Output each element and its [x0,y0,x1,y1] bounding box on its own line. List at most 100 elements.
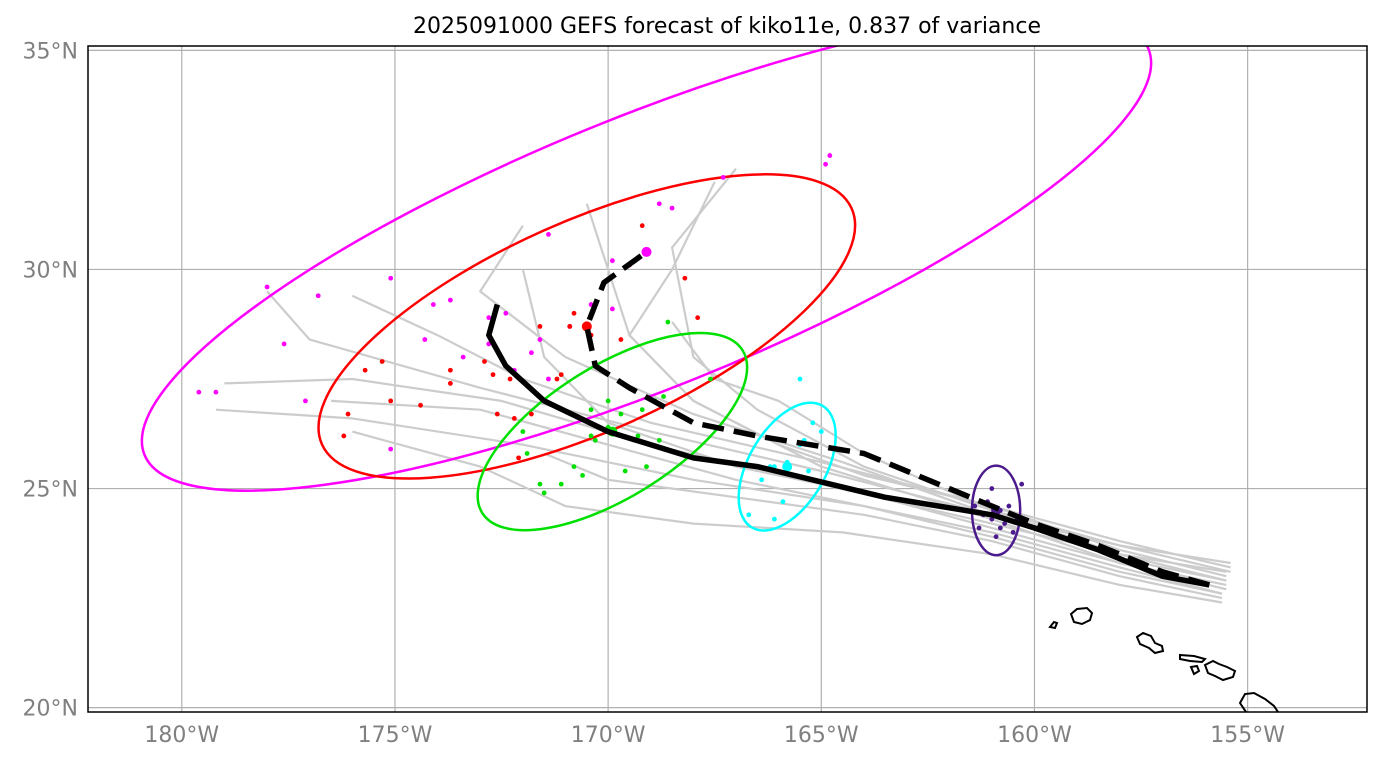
member-point [618,411,624,417]
member-point [661,394,666,399]
member-point [196,389,202,395]
member-track [670,168,1231,573]
mean-track-dashed [584,249,1211,588]
member-point [656,201,662,207]
member-point [537,337,543,342]
member-point [669,205,675,211]
gridlines [88,46,1367,712]
member-point [447,297,453,303]
member-point [993,534,999,540]
member-track [215,408,1223,595]
member-point [665,319,671,325]
member-point [546,376,551,382]
member-point [1019,481,1025,487]
member-point [609,306,615,312]
member-point [422,337,428,342]
member-point [823,161,828,167]
x-tick-label: 160°W [997,723,1072,748]
hawaii-coastline [1048,606,1280,712]
member-point [486,315,492,321]
member-point [827,153,833,158]
plot-area [88,46,1367,712]
member-point [482,359,487,364]
member-point [528,350,534,356]
member-point [976,525,982,531]
member-point [759,477,765,483]
member-point [388,398,394,404]
map-title: 2025091000 GEFS forecast of kiko11e, 0.8… [413,14,1041,39]
member-point [771,516,777,522]
member-point [635,433,641,439]
member-point [797,376,803,382]
member-point [264,284,270,290]
member-point [447,367,453,373]
member-point [520,429,526,434]
x-tick-label: 155°W [1210,723,1285,748]
member-point [592,437,598,443]
member-point [546,232,551,237]
member-point [213,389,219,395]
member-point [418,402,423,408]
mean-tracks [486,249,1211,588]
island-maui [1203,659,1237,682]
member-point [588,433,594,439]
member-point [345,411,351,417]
member-point [554,376,560,382]
y-tick-label: 35°N [23,39,78,64]
member-point [588,407,594,413]
member-point [1010,529,1016,535]
member-point [618,337,624,342]
x-tick-label: 175°W [358,723,433,748]
cluster-center [581,321,592,332]
member-point [362,367,368,373]
member-point [1002,521,1008,526]
member-point [494,411,500,417]
member-point [682,275,688,281]
member-point [997,525,1003,531]
member-point [746,512,752,518]
member-point [609,258,615,264]
member-point [1006,503,1012,509]
member-track [543,452,1223,600]
cluster-ellipse [317,173,857,480]
cluster-ellipse [737,401,837,532]
member-point [516,455,521,461]
member-point [503,310,509,316]
member-point [571,464,577,470]
x-tick-label: 170°W [571,723,646,748]
member-point [622,468,628,474]
cluster-center [782,461,793,472]
member-point [447,380,453,386]
member-point [430,302,436,307]
member-point [780,499,786,505]
member-point [303,398,308,404]
member-point [818,429,824,434]
member-point [656,437,662,443]
member-point [281,341,287,347]
member-point [644,464,649,470]
member-point [507,376,513,382]
member-track [521,269,1227,586]
member-point [524,451,530,456]
member-point [315,293,321,299]
member-point [537,481,543,487]
member-point [810,420,816,426]
cluster-center [641,246,652,257]
member-point [388,275,394,281]
plot-frame [87,45,1368,713]
island-hawaii [1238,691,1280,712]
y-tick-label: 25°N [23,478,78,503]
member-point [695,315,701,321]
member-point [558,481,564,487]
x-tick-label: 165°W [784,723,859,748]
cluster-ellipses [140,46,1153,557]
member-point [989,486,995,491]
member-point [379,359,385,364]
island-molokai [1179,653,1207,664]
x-tick-label: 180°W [144,723,219,748]
member-track [351,294,1227,578]
member-point [567,324,573,329]
y-tick-label: 20°N [23,697,78,722]
member-point [460,354,466,360]
member-point [605,398,611,404]
